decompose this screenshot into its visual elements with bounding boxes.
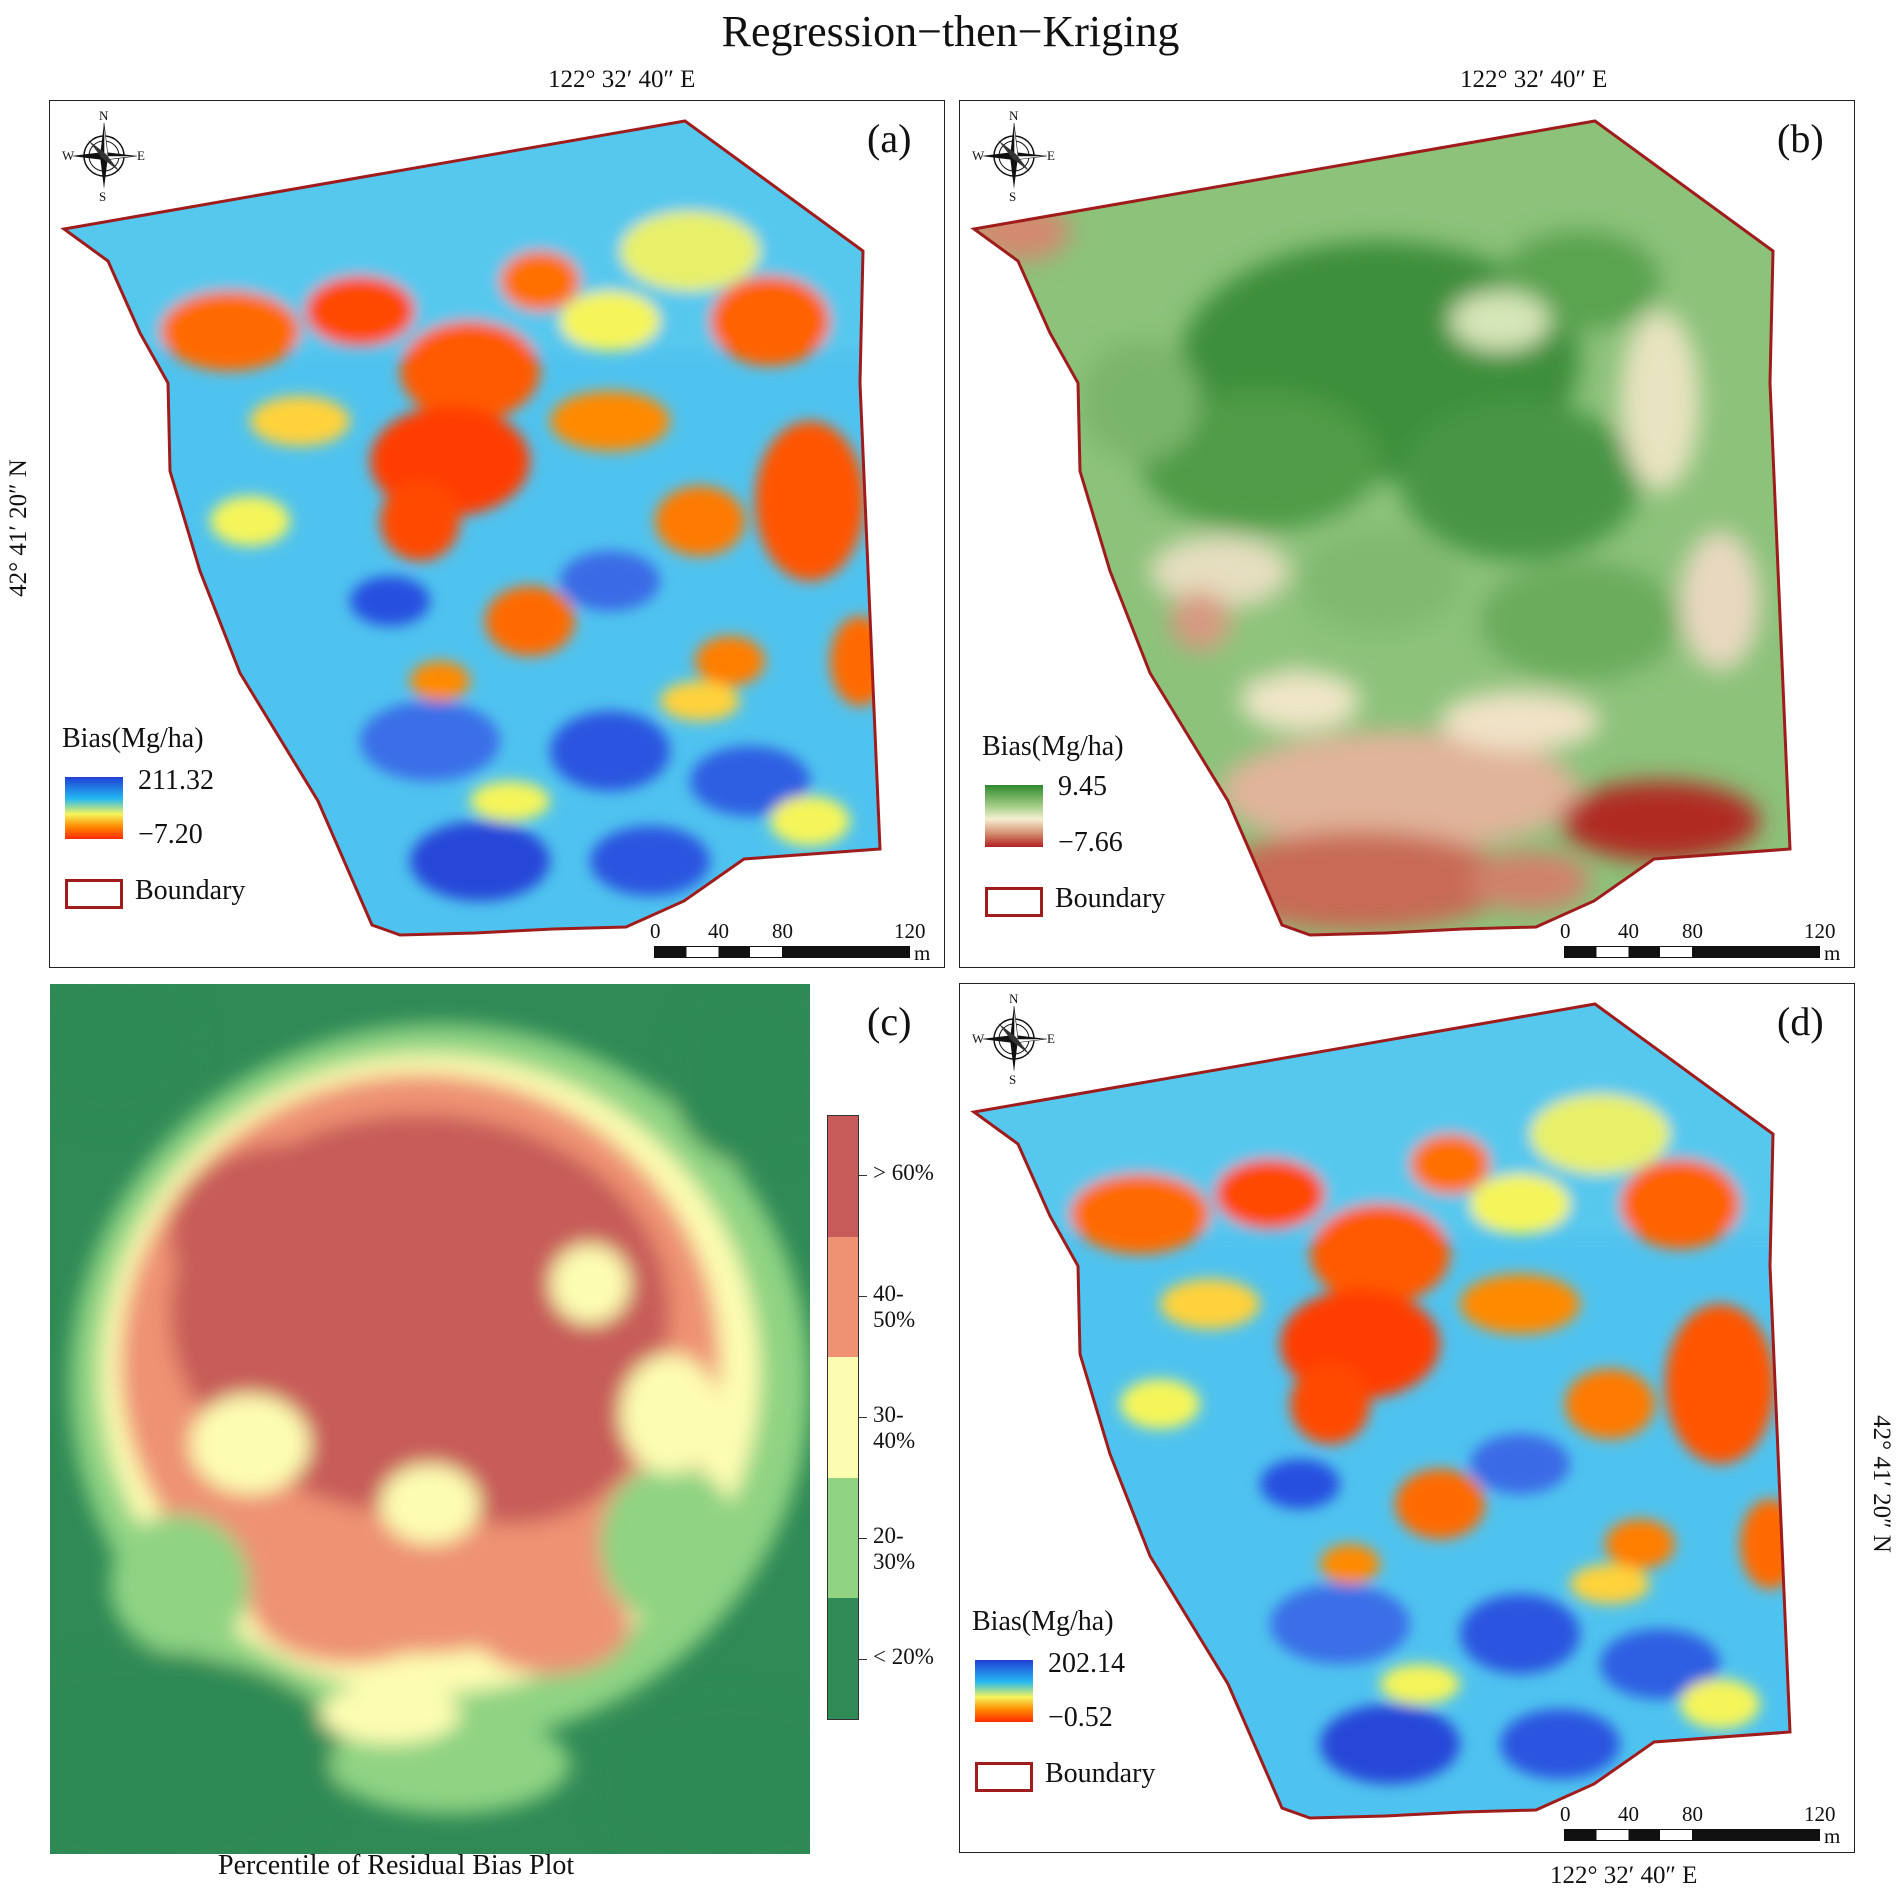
colorbar-class-60-plus [828,1116,858,1237]
scale-bar-a: 0 40 80 120 m [650,919,940,965]
scale-bar-b: 0 40 80 120 m [1560,919,1850,965]
scale-tick-40: 40 [1618,1802,1639,1826]
colorbar-class-40-50 [828,1236,858,1358]
field-boundary-a [60,119,882,937]
panel-label-d: (d) [1777,999,1824,1044]
compass-e: E [1047,1031,1055,1046]
scale-tick-80: 80 [1682,1802,1703,1826]
legend-min-d: −0.52 [1048,1702,1113,1733]
color-ramp-d [975,1660,1033,1722]
boundary-swatch-d [975,1762,1033,1792]
legend-max-b: 9.45 [1058,771,1107,802]
panel-label-c: (c) [867,999,912,1044]
compass-n: N [1009,108,1019,123]
scale-tick-0: 0 [1560,919,1571,943]
colorbar-class-below-20 [828,1598,858,1719]
bias-surface-d [974,1004,1790,1784]
class-label-3: 20-30% [873,1523,916,1574]
scale-tick-120: 120 [894,919,926,943]
class-label-2: 30-40% [873,1402,916,1453]
compass-n: N [1009,991,1019,1006]
scale-tick-40: 40 [1618,919,1639,943]
north-arrow-compass-icon: N S W E [62,108,145,204]
scale-unit: m [1824,1824,1841,1848]
legend-min-b: −7.66 [1058,827,1123,858]
compass-w: W [972,1031,985,1046]
field-boundary-d [970,1002,1792,1820]
scale-tick-80: 80 [1682,919,1703,943]
scale-tick-80: 80 [772,919,793,943]
scale-unit: m [1824,941,1841,965]
legend-title-d: Bias(Mg/ha) [972,1606,1114,1637]
north-arrow-compass-icon: N S W E [972,108,1055,204]
boundary-swatch-a [65,879,123,909]
north-arrow-compass-icon: N S W E [972,991,1055,1087]
caption-c: Percentile of Residual Bias Plot [218,1850,575,1881]
panel-a: N S W E (a) Bias(Mg/ha) 211.32 −7.20 Bou… [49,100,945,968]
legend-max-a: 211.32 [138,765,214,796]
class-label-4: < 20% [873,1644,934,1669]
legend-title-a: Bias(Mg/ha) [62,723,204,754]
panel-d: N S W E (d) Bias(Mg/ha) 202.14 −0.52 Bou… [959,983,1855,1853]
boundary-swatch-b [985,887,1043,917]
field-boundary-b [970,119,1792,937]
class-label-0: > 60% [873,1160,934,1185]
color-ramp-a [65,777,123,839]
scale-tick-120: 120 [1804,919,1836,943]
figure-title: Regression−then−Kriging [721,7,1180,56]
percentile-map-c [50,984,810,1854]
scale-tick-0: 0 [1560,1802,1571,1826]
bias-surface-b [974,201,1760,931]
compass-e: E [1047,148,1055,163]
boundary-label-d: Boundary [1045,1758,1156,1789]
compass-s: S [1009,1072,1017,1087]
percentile-colorbar [827,1115,859,1720]
scale-tick-40: 40 [708,919,729,943]
compass-s: S [1009,189,1017,204]
percentile-surface-c [50,984,810,1854]
scale-tick-120: 120 [1804,1802,1836,1826]
class-label-1: 40-50% [873,1281,916,1332]
compass-n: N [99,108,109,123]
compass-s: S [99,189,107,204]
legend-max-d: 202.14 [1048,1648,1125,1679]
longitude-label-d: 122° 32′ 40″ E [1550,1862,1698,1889]
bias-map-b [970,119,1792,937]
legend-title-b: Bias(Mg/ha) [982,731,1124,762]
longitude-label-a: 122° 32′ 40″ E [548,66,696,93]
scale-unit: m [914,941,931,965]
bias-map-a [60,119,882,937]
panel-c: (c) > 60% 40-50% 30-40% 20-30% < 20% [49,983,945,1854]
legend-min-a: −7.20 [138,819,203,850]
compass-e: E [137,148,145,163]
latitude-label-right: 42° 41′ 20″ N [1868,1415,1895,1553]
panel-label-a: (a) [867,116,912,161]
bias-map-d [970,1002,1792,1820]
compass-w: W [62,148,75,163]
boundary-label-b: Boundary [1055,883,1166,914]
scale-bar-d: 0 40 80 120 m [1560,1802,1850,1848]
panel-label-b: (b) [1777,116,1824,161]
scale-tick-0: 0 [650,919,661,943]
colorbar-class-30-40 [828,1357,858,1478]
color-ramp-b [985,785,1043,847]
panel-b: N S W E (b) Bias(Mg/ha) 9.45 −7.66 Bound… [959,100,1855,968]
colorbar-class-20-30 [828,1477,858,1599]
compass-w: W [972,148,985,163]
longitude-label-b: 122° 32′ 40″ E [1460,66,1608,93]
boundary-label-a: Boundary [135,875,246,906]
latitude-label-left: 42° 41′ 20″ N [5,459,32,597]
